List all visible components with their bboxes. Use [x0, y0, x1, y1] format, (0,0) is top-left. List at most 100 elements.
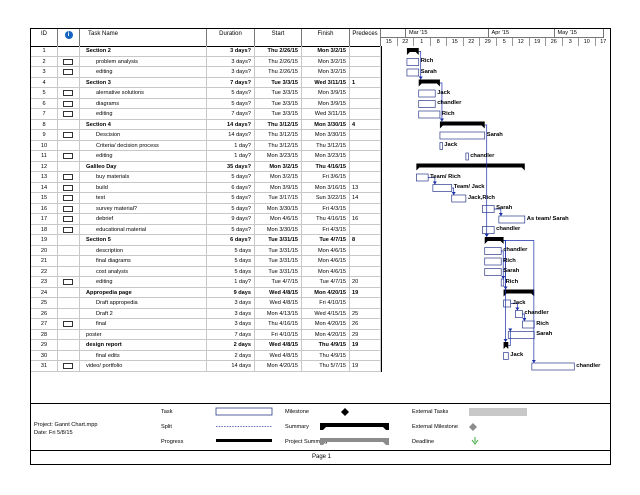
task-finish[interactable]: Mon 3/30/15 [302, 130, 350, 140]
task-name[interactable]: debrief [80, 214, 207, 224]
task-id[interactable]: 22 [31, 266, 58, 277]
task-id[interactable]: 11 [31, 151, 58, 161]
col-task-name-header[interactable]: Task Name [80, 29, 207, 46]
task-duration[interactable]: 1 day? [207, 277, 255, 287]
task-start[interactable]: Thu 3/12/15 [255, 130, 302, 140]
task-start[interactable]: Tue 3/3/15 [255, 109, 302, 119]
task-finish[interactable]: Mon 3/9/15 [302, 98, 350, 109]
task-finish[interactable]: Thu 3/12/15 [302, 140, 350, 151]
task-indicator[interactable] [58, 235, 80, 245]
task-indicator[interactable] [58, 340, 80, 350]
task-id[interactable]: 12 [31, 161, 58, 172]
task-name[interactable]: Section 2 [80, 46, 207, 56]
task-name[interactable]: poster [80, 329, 207, 340]
task-finish[interactable]: Mon 4/20/15 [302, 319, 350, 329]
notes-icon[interactable] [63, 153, 73, 159]
task-start[interactable]: Tue 3/17/15 [255, 193, 302, 203]
task-predecessors[interactable] [350, 298, 381, 308]
task-start[interactable]: Wed 4/8/15 [255, 350, 302, 361]
task-id[interactable]: 23 [31, 277, 58, 287]
task-id[interactable]: 29 [31, 340, 58, 350]
task-start[interactable]: Mon 3/30/15 [255, 203, 302, 214]
notes-icon[interactable] [63, 58, 73, 65]
task-finish[interactable]: Mon 4/6/15 [302, 256, 350, 266]
task-indicator[interactable] [58, 182, 80, 193]
task-predecessors[interactable]: 25 [350, 308, 381, 319]
task-row[interactable]: 17 debrief 9 days? Mon 4/6/15 Thu 4/16/15 16 [31, 214, 381, 225]
task-name[interactable]: diagrams [80, 98, 207, 109]
task-finish[interactable]: Mon 3/2/15 [302, 46, 350, 56]
task-id[interactable]: 21 [31, 256, 58, 266]
task-id[interactable]: 16 [31, 203, 58, 214]
task-indicator[interactable] [58, 298, 80, 308]
task-row[interactable]: 6 diagrams 5 days? Tue 3/3/15 Mon 3/9/15 [31, 98, 381, 109]
task-row[interactable]: 10 Criteria/ decision process 1 day? Thu 3/… [31, 140, 381, 151]
task-name[interactable]: editing [80, 277, 207, 287]
task-row[interactable]: 13 buy materials 5 days? Mon 3/2/15 Fri 3/6/… [31, 172, 381, 183]
task-row[interactable]: 24 Appropedia page 9 days Wed 4/8/15 Mon 4/2… [31, 287, 381, 298]
task-name[interactable]: Descision [80, 130, 207, 140]
task-duration[interactable]: 5 days? [207, 203, 255, 214]
task-start[interactable]: Mon 4/13/15 [255, 308, 302, 319]
task-id[interactable]: 28 [31, 329, 58, 340]
notes-icon[interactable] [63, 100, 73, 107]
task-row[interactable]: 8 Section 4 14 days? Thu 3/12/15 Mon 3/30/15… [31, 119, 381, 130]
task-start[interactable]: Wed 4/8/15 [255, 340, 302, 350]
task-start[interactable]: Thu 3/12/15 [255, 140, 302, 151]
col-start-header[interactable]: Start [255, 29, 302, 46]
task-id[interactable]: 2 [31, 56, 58, 67]
task-row[interactable]: 9 Descision 14 days? Thu 3/12/15 Mon 3/30/15 [31, 130, 381, 141]
task-predecessors[interactable] [350, 67, 381, 77]
task-finish[interactable]: Mon 4/20/15 [302, 287, 350, 298]
task-duration[interactable]: 3 days [207, 308, 255, 319]
task-finish[interactable]: Thu 4/16/15 [302, 214, 350, 224]
task-name[interactable]: editing [80, 151, 207, 161]
task-start[interactable]: Thu 3/12/15 [255, 119, 302, 130]
task-name[interactable]: Draft 2 [80, 308, 207, 319]
task-duration[interactable]: 5 days? [207, 98, 255, 109]
task-indicator[interactable] [58, 203, 80, 214]
task-name[interactable]: cost analysis [80, 266, 207, 277]
task-id[interactable]: 31 [31, 361, 58, 371]
task-name[interactable]: Criteria/ decision process [80, 140, 207, 151]
task-predecessors[interactable]: 14 [350, 193, 381, 203]
task-finish[interactable]: Tue 4/7/15 [302, 277, 350, 287]
task-predecessors[interactable] [350, 266, 381, 277]
col-predecessors-header[interactable]: Predeces [350, 29, 381, 46]
task-predecessors[interactable] [350, 350, 381, 361]
task-start[interactable]: Wed 4/8/15 [255, 298, 302, 308]
task-name[interactable]: video/ portfolio [80, 361, 207, 371]
notes-icon[interactable] [63, 90, 73, 96]
task-predecessors[interactable]: 19 [350, 340, 381, 350]
task-start[interactable]: Tue 3/3/15 [255, 88, 302, 98]
task-name[interactable]: final [80, 319, 207, 329]
task-finish[interactable]: Mon 4/6/15 [302, 266, 350, 277]
task-duration[interactable]: 1 day? [207, 151, 255, 161]
task-finish[interactable]: Fri 4/10/15 [302, 298, 350, 308]
task-predecessors[interactable]: 8 [350, 235, 381, 245]
task-start[interactable]: Thu 2/26/15 [255, 46, 302, 56]
task-duration[interactable]: 5 days [207, 245, 255, 256]
task-row[interactable]: 27 final 3 days Thu 4/16/15 Mon 4/20/15 26 [31, 319, 381, 330]
task-id[interactable]: 25 [31, 298, 58, 308]
task-duration[interactable]: 9 days [207, 287, 255, 298]
task-duration[interactable]: 5 days? [207, 172, 255, 182]
task-finish[interactable]: Fri 4/3/15 [302, 224, 350, 235]
task-finish[interactable]: Tue 4/7/15 [302, 235, 350, 245]
col-duration-header[interactable]: Duration [207, 29, 255, 46]
task-predecessors[interactable]: 13 [350, 182, 381, 193]
task-indicator[interactable] [58, 161, 80, 172]
col-finish-header[interactable]: Finish [302, 29, 350, 46]
task-finish[interactable]: Mon 3/2/15 [302, 67, 350, 77]
task-start[interactable]: Tue 3/31/15 [255, 266, 302, 277]
task-duration[interactable]: 5 days? [207, 193, 255, 203]
task-id[interactable]: 13 [31, 172, 58, 182]
notes-icon[interactable] [63, 132, 73, 138]
task-indicator[interactable] [58, 172, 80, 182]
task-indicator[interactable] [58, 329, 80, 340]
task-row[interactable]: 18 educational material 5 days? Mon 3/30/15… [31, 224, 381, 235]
task-id[interactable]: 30 [31, 350, 58, 361]
task-indicator[interactable] [58, 256, 80, 266]
task-name[interactable]: build [80, 182, 207, 193]
